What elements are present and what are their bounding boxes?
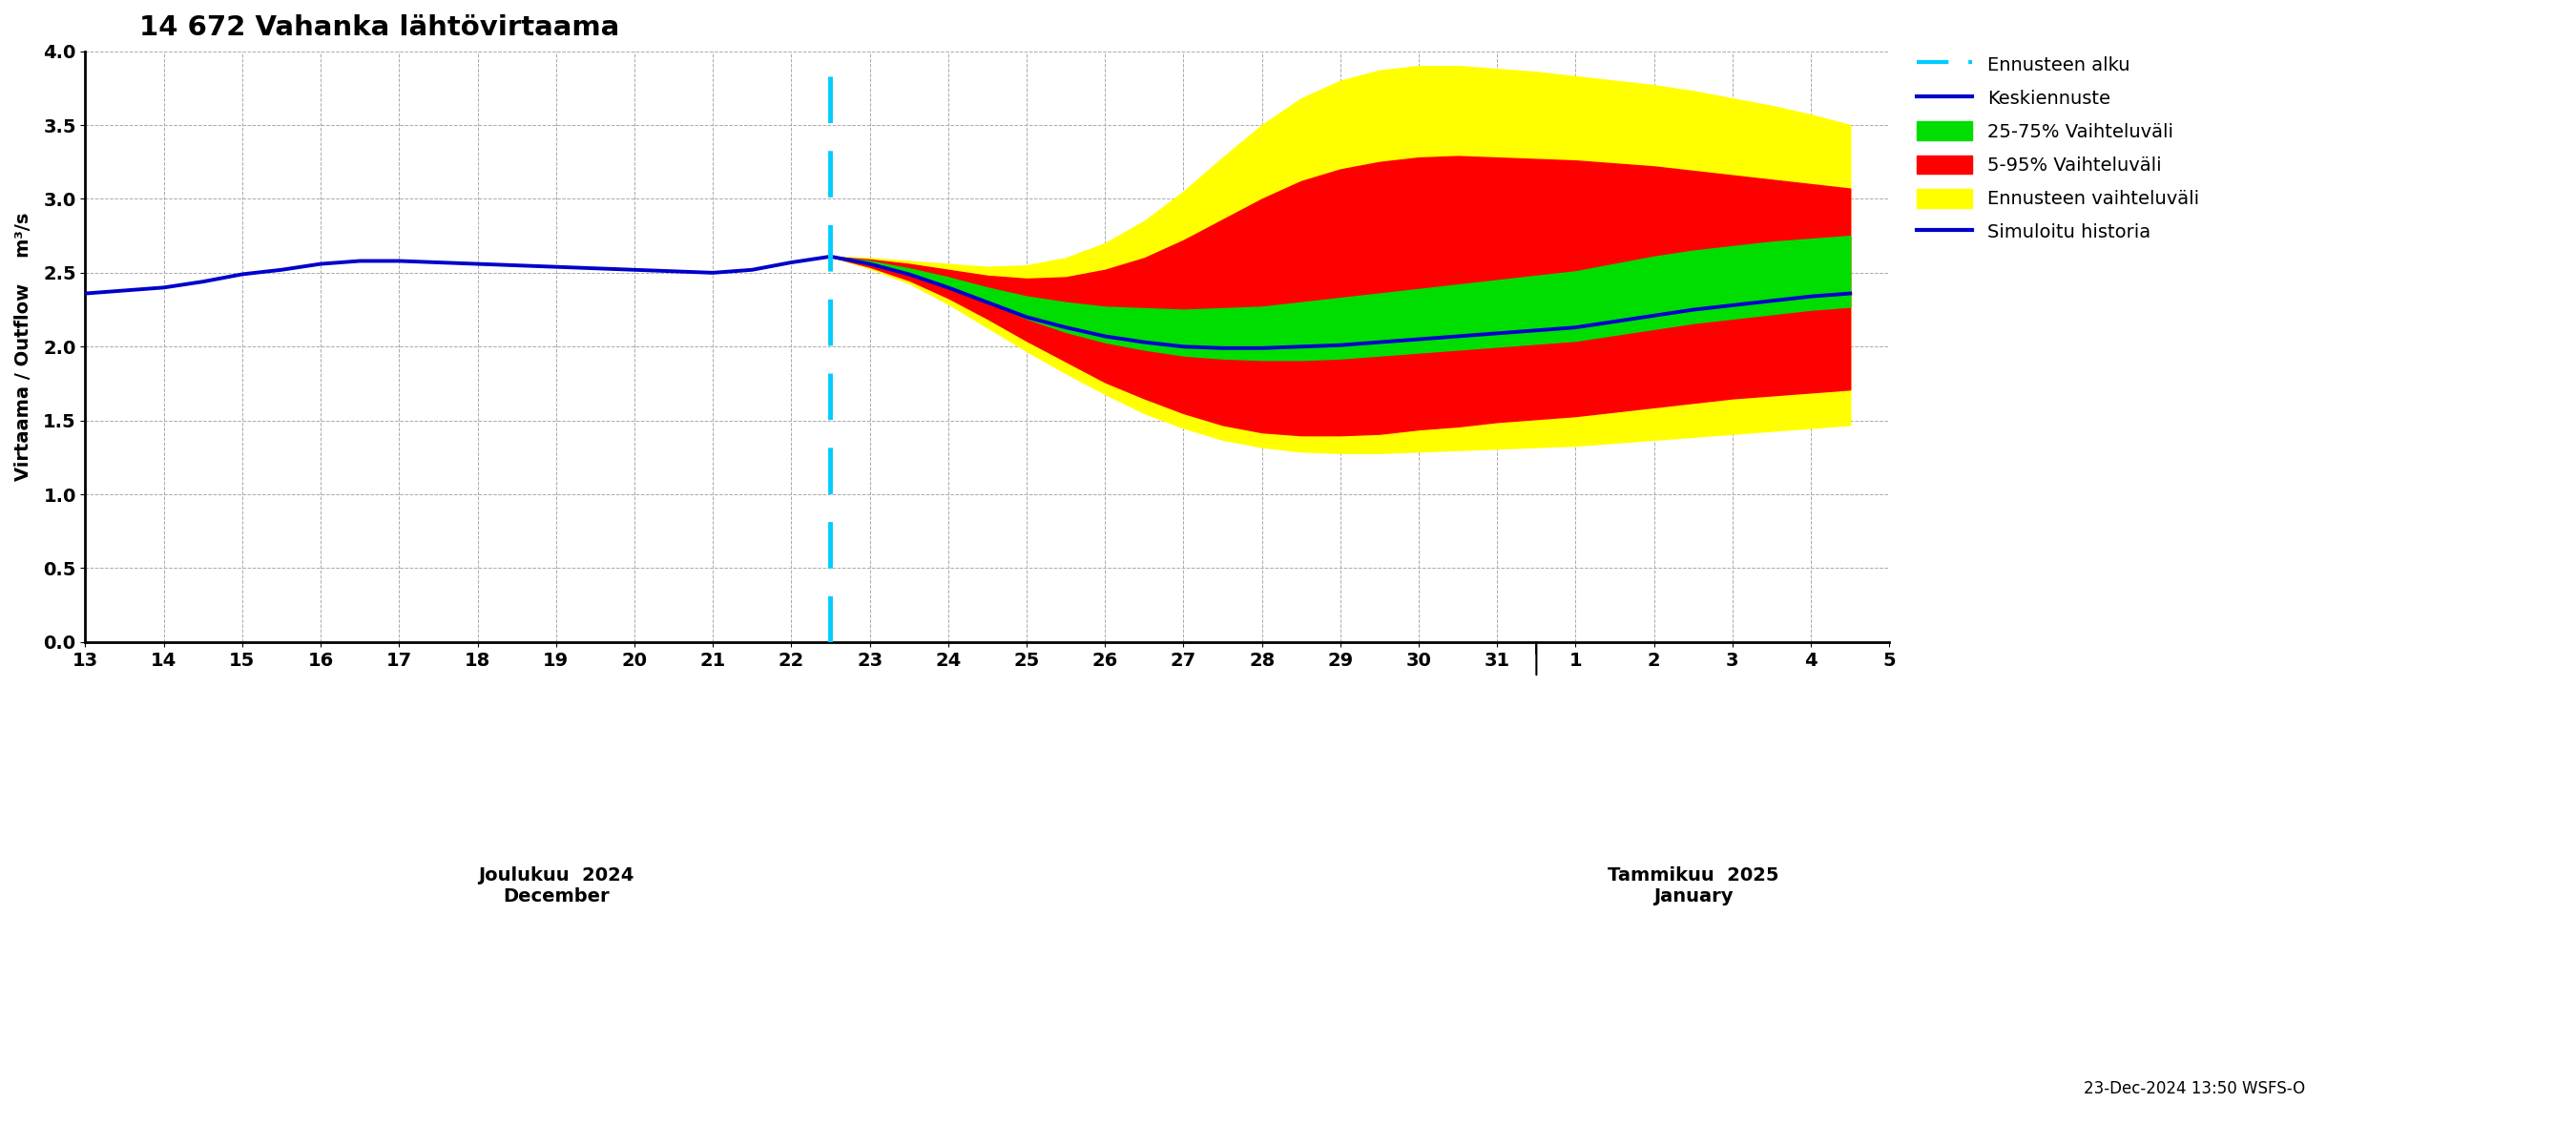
Text: 14 672 Vahanka lähtövirtaama: 14 672 Vahanka lähtövirtaama	[139, 14, 621, 41]
Text: 23-Dec-2024 13:50 WSFS-O: 23-Dec-2024 13:50 WSFS-O	[2084, 1080, 2306, 1097]
Text: Tammikuu  2025
January: Tammikuu 2025 January	[1607, 867, 1780, 906]
Legend: Ennusteen alku, Keskiennuste, 25-75% Vaihteluväli, 5-95% Vaihteluväli, Ennusteen: Ennusteen alku, Keskiennuste, 25-75% Vai…	[1917, 55, 2200, 242]
Y-axis label: Virtaama / Outflow    m³/s: Virtaama / Outflow m³/s	[15, 212, 33, 481]
Text: Joulukuu  2024
December: Joulukuu 2024 December	[479, 867, 634, 906]
